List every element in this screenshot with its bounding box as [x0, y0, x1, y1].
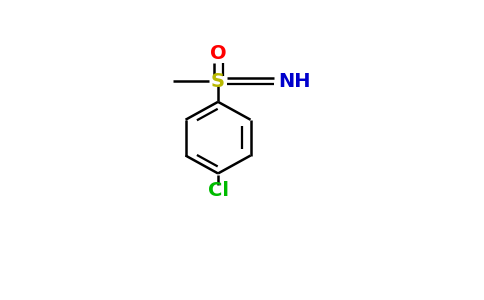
Text: O: O — [210, 44, 227, 63]
Text: S: S — [211, 71, 225, 91]
Text: NH: NH — [278, 71, 311, 91]
Text: Cl: Cl — [208, 181, 228, 200]
